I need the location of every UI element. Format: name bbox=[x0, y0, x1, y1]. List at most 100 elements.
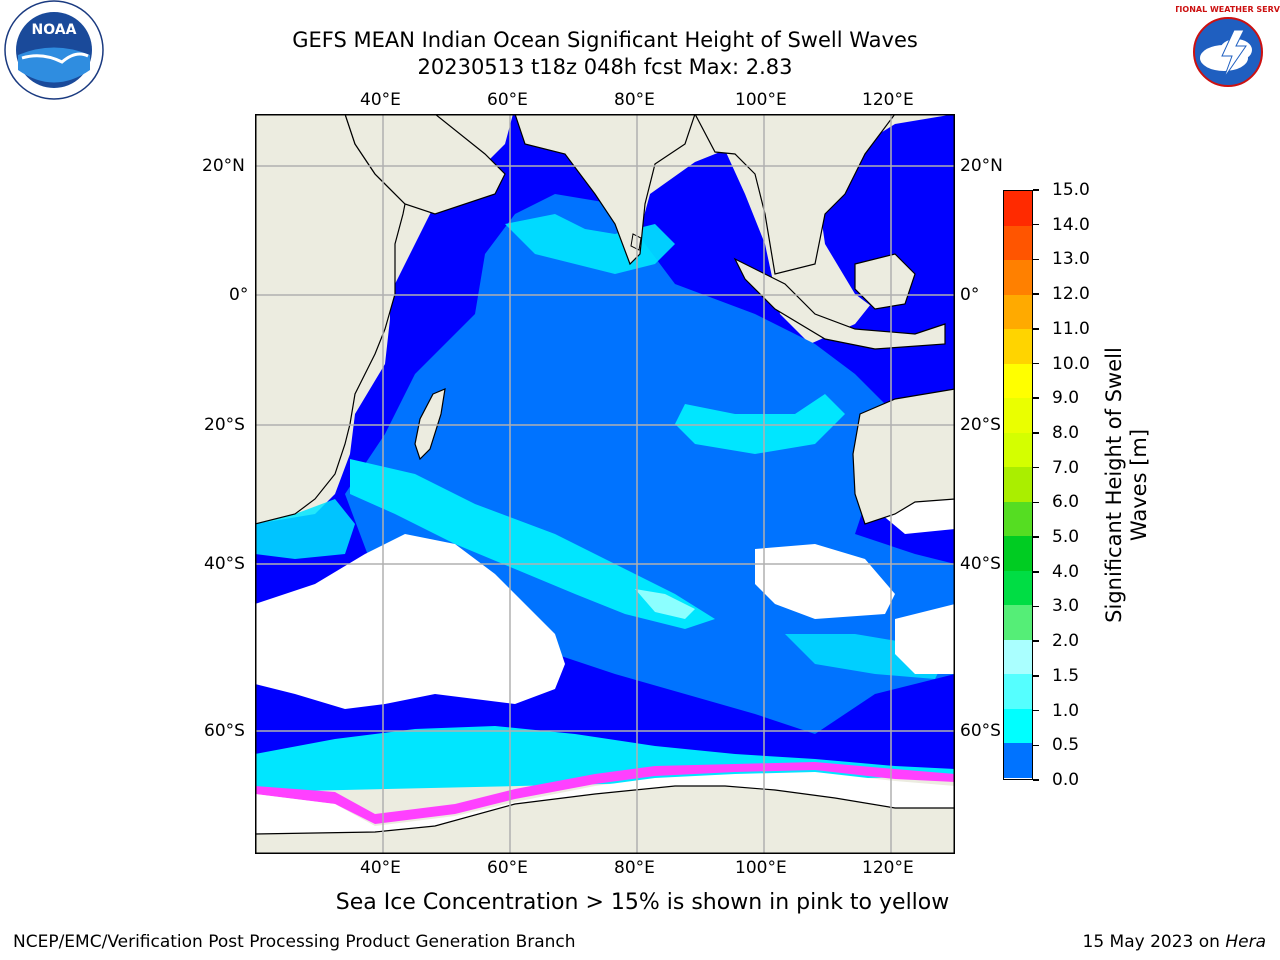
antarctica-land bbox=[255, 785, 955, 854]
footer-credit: NCEP/EMC/Verification Post Processing Pr… bbox=[13, 932, 576, 952]
colorbar-swatch bbox=[1004, 501, 1032, 537]
colorbar-tick-label: 12.0 bbox=[1052, 284, 1090, 305]
map-frame bbox=[255, 114, 955, 854]
lon-tick-bottom-40e: 40°E bbox=[360, 858, 401, 878]
colorbar-tick-mark bbox=[1033, 571, 1039, 573]
indonesia-land bbox=[733, 257, 946, 350]
colorbar-tick-mark bbox=[1033, 328, 1039, 330]
colorbar-swatch bbox=[1004, 708, 1032, 744]
colorbar-tick-label: 4.0 bbox=[1052, 561, 1080, 582]
southeast-asia-land bbox=[694, 114, 896, 275]
colorbar-tick-label: 9.0 bbox=[1052, 388, 1080, 409]
lon-tick-bottom-60e: 60°E bbox=[487, 858, 528, 878]
colorbar-tick-label: 5.0 bbox=[1052, 527, 1080, 548]
lon-tick-bottom-80e: 80°E bbox=[614, 858, 655, 878]
map-title: GEFS MEAN Indian Ocean Significant Heigh… bbox=[292, 28, 918, 52]
sea-ice-caption: Sea Ice Concentration > 15% is shown in … bbox=[335, 890, 950, 915]
map-subtitle: 20230513 t18z 048h fcst Max: 2.83 bbox=[417, 55, 793, 79]
colorbar-tick-label: 1.0 bbox=[1052, 700, 1080, 721]
colorbar-swatch bbox=[1004, 743, 1032, 779]
swell-band-cyan-main bbox=[350, 459, 715, 629]
india-land bbox=[514, 114, 696, 266]
lon-tick-bottom-120e: 120°E bbox=[862, 858, 914, 878]
lat-tick-left-60s: 60°S bbox=[204, 721, 245, 741]
colorbar-tick-mark bbox=[1033, 362, 1039, 365]
colorbar-tick-mark bbox=[1033, 258, 1039, 261]
colorbar-swatch bbox=[1004, 639, 1032, 675]
noaa-logo-text: NOAA bbox=[32, 22, 77, 38]
colorbar-tick-label: 10.0 bbox=[1052, 353, 1090, 374]
swell-band-lightcyan bbox=[635, 589, 695, 619]
colorbar-swatch bbox=[1004, 398, 1032, 434]
madagascar-land bbox=[414, 388, 446, 461]
lat-tick-right-20s: 20°S bbox=[960, 415, 1001, 435]
nodata-patch-east bbox=[755, 544, 895, 619]
lat-tick-right-40s: 40°S bbox=[960, 554, 1001, 574]
lon-tick-top-100e: 100°E bbox=[735, 90, 787, 110]
colorbar-tick-mark bbox=[1033, 536, 1039, 538]
lat-tick-left-40s: 40°S bbox=[204, 554, 245, 574]
lon-tick-bottom-100e: 100°E bbox=[735, 858, 787, 878]
colorbar-tick-label: 11.0 bbox=[1052, 318, 1090, 339]
colorbar-swatch bbox=[1004, 605, 1032, 641]
colorbar-tick-mark bbox=[1033, 779, 1039, 781]
colorbar-tick-label: 8.0 bbox=[1052, 422, 1080, 443]
lat-tick-left-0: 0° bbox=[229, 285, 249, 305]
map-gridlines bbox=[255, 114, 955, 854]
colorbar-tick-mark bbox=[1033, 675, 1039, 677]
nws-logo: NATIONAL WEATHER SERVICE bbox=[1176, 0, 1280, 104]
colorbar-swatch bbox=[1004, 191, 1032, 227]
colorbar-tick-mark bbox=[1033, 466, 1039, 469]
lon-tick-top-40e: 40°E bbox=[360, 90, 401, 110]
colorbar-swatches bbox=[1004, 191, 1032, 779]
lat-tick-left-20n: 20°N bbox=[202, 156, 245, 176]
arabia-land bbox=[344, 114, 506, 215]
sri-lanka-land bbox=[630, 233, 642, 251]
colorbar-tick-mark bbox=[1033, 640, 1039, 642]
lat-tick-right-60s: 60°S bbox=[960, 721, 1001, 741]
footer-date-text: 15 May 2023 on bbox=[1082, 932, 1226, 952]
colorbar-tick-mark bbox=[1033, 293, 1039, 295]
colorbar-tick-label: 2.0 bbox=[1052, 631, 1080, 652]
colorbar-tick-mark bbox=[1033, 709, 1039, 712]
swell-band-cyan-east bbox=[675, 394, 845, 454]
footer-host: Hera bbox=[1225, 932, 1266, 952]
colorbar-tick-mark bbox=[1033, 605, 1039, 608]
lon-tick-top-120e: 120°E bbox=[862, 90, 914, 110]
colorbar-tick-mark bbox=[1033, 189, 1039, 191]
colorbar-tick-label: 0.0 bbox=[1052, 770, 1080, 790]
nws-logo-text: NATIONAL WEATHER SERVICE bbox=[1176, 5, 1280, 14]
colorbar-tick-label: 3.0 bbox=[1052, 596, 1080, 617]
colorbar-tick-label: 14.0 bbox=[1052, 214, 1090, 235]
colorbar-swatch bbox=[1004, 294, 1032, 330]
nodata-patch-west bbox=[255, 534, 565, 709]
colorbar bbox=[1003, 190, 1033, 780]
colorbar-tick-mark bbox=[1033, 744, 1039, 747]
colorbar-tick-label: 0.5 bbox=[1052, 735, 1080, 756]
colorbar-swatch bbox=[1004, 363, 1032, 399]
footer-date: 15 May 2023 on Hera bbox=[1083, 932, 1267, 952]
colorbar-tick-mark bbox=[1033, 397, 1039, 399]
colorbar-tick-mark bbox=[1033, 223, 1039, 226]
colorbar-title: Significant Height of Swell Waves [m] bbox=[1102, 347, 1151, 623]
colorbar-swatch bbox=[1004, 432, 1032, 468]
colorbar-swatch bbox=[1004, 329, 1032, 365]
lon-tick-top-80e: 80°E bbox=[614, 90, 655, 110]
noaa-logo: NOAA bbox=[2, 0, 106, 104]
colorbar-tick-mark bbox=[1033, 501, 1039, 504]
colorbar-swatch bbox=[1004, 225, 1032, 261]
lat-tick-right-0: 0° bbox=[960, 285, 980, 305]
colorbar-tick-label: 7.0 bbox=[1052, 457, 1080, 478]
colorbar-tick-mark bbox=[1033, 432, 1039, 434]
nodata-patch-southeast bbox=[895, 604, 955, 674]
colorbar-swatch bbox=[1004, 570, 1032, 606]
colorbar-swatch bbox=[1004, 536, 1032, 572]
sea-ice-pink-strip bbox=[255, 762, 955, 824]
colorbar-swatch bbox=[1004, 467, 1032, 503]
map-panel bbox=[255, 114, 955, 854]
lat-tick-right-20n: 20°N bbox=[960, 156, 1003, 176]
colorbar-tick-label: 1.5 bbox=[1052, 665, 1080, 686]
ocean-arabian-sea bbox=[395, 114, 555, 304]
australia-land bbox=[852, 388, 955, 525]
lat-tick-left-20s: 20°S bbox=[204, 415, 245, 435]
